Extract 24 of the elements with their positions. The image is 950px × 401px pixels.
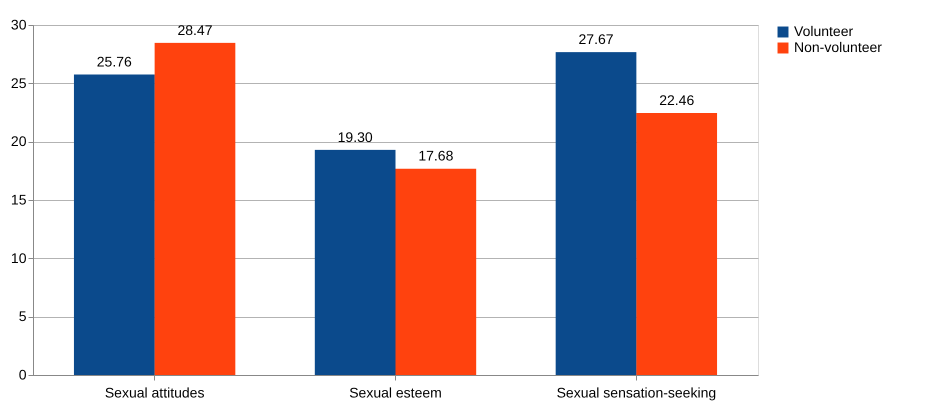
bar (314, 150, 396, 375)
y-tick-label: 20 (10, 133, 27, 150)
y-tick-label: 15 (10, 192, 27, 208)
data-label: 17.68 (418, 148, 454, 164)
y-tick-label: 25 (10, 74, 27, 91)
y-tick-label: 5 (18, 308, 27, 324)
legend-label: Non-volunteer (794, 39, 882, 55)
data-label: 27.67 (578, 31, 614, 48)
bar (396, 168, 476, 375)
bar (636, 112, 718, 375)
y-tick-label: 10 (10, 250, 27, 266)
x-tick-label: Sexual sensation-seeking (556, 384, 716, 400)
legend-label: Volunteer (794, 23, 854, 39)
bar (556, 52, 636, 375)
x-tick-label: Sexual attitudes (104, 384, 204, 400)
y-tick-label: 0 (18, 366, 27, 382)
data-label: 19.30 (338, 128, 373, 145)
data-label: 25.76 (96, 53, 132, 70)
y-tick-label: 30 (10, 16, 27, 32)
bar (74, 74, 155, 375)
data-label: 22.46 (659, 92, 694, 108)
data-label: 28.47 (177, 22, 213, 38)
bar (154, 42, 236, 375)
x-tick-label: Sexual esteem (349, 384, 442, 400)
